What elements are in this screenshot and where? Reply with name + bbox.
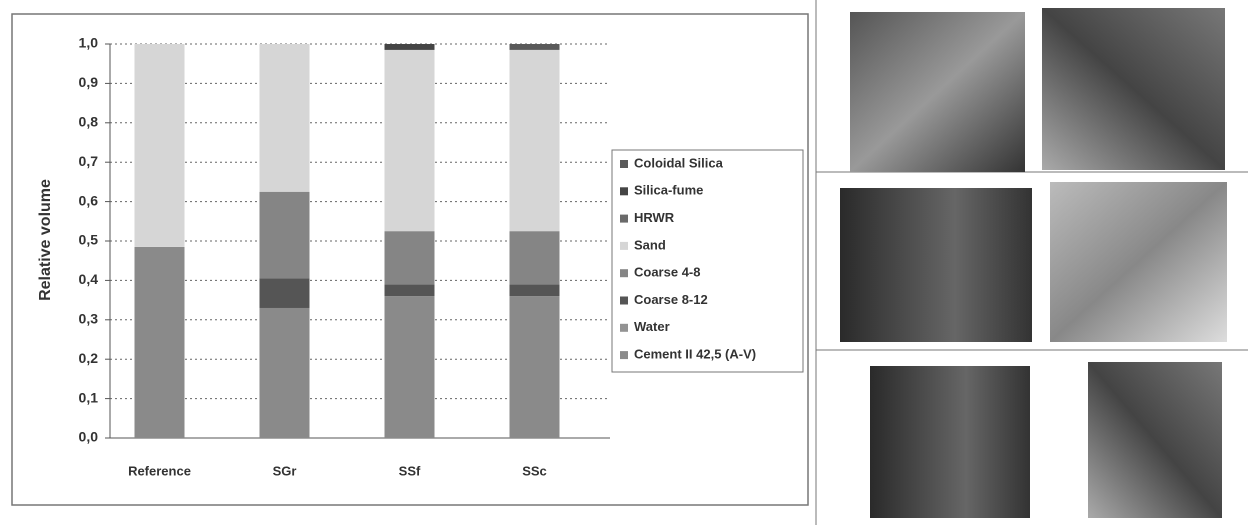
legend-label: Coloidal Silica [634, 155, 724, 170]
photo [1042, 8, 1225, 170]
x-tick-label: SGr [273, 463, 297, 478]
bar-segment [510, 231, 560, 284]
photo [840, 188, 1032, 342]
bar-segment [385, 44, 435, 50]
bar-segment [510, 44, 560, 50]
bar-segment [510, 296, 560, 438]
legend-label: Coarse 4-8 [634, 265, 700, 280]
bar-segment [135, 44, 185, 247]
y-axis-label: Relative volume [37, 179, 54, 301]
bar-segment [385, 231, 435, 284]
legend-swatch [620, 297, 628, 305]
photo [1050, 182, 1227, 342]
legend-swatch [620, 242, 628, 250]
y-tick-label: 0,3 [79, 311, 99, 327]
bar-segment [510, 284, 560, 296]
bar-segment [510, 50, 560, 231]
legend-swatch [620, 324, 628, 332]
bar-segment [385, 50, 435, 231]
y-tick-label: 0,8 [79, 114, 99, 130]
bar-segment [135, 247, 185, 438]
legend-label: Silica-fume [634, 183, 703, 198]
bar-segment [385, 296, 435, 438]
legend-label: HRWR [634, 210, 675, 225]
x-tick-label: SSc [522, 463, 547, 478]
y-tick-label: 0,7 [79, 153, 99, 169]
y-tick-label: 0,0 [79, 429, 99, 445]
x-tick-label: Reference [128, 463, 191, 478]
legend-swatch [620, 215, 628, 223]
legend-swatch [620, 269, 628, 277]
y-tick-label: 0,4 [79, 271, 99, 287]
bar-segment [260, 192, 310, 279]
legend-swatch [620, 187, 628, 195]
photo [1088, 362, 1222, 518]
legend-swatch [620, 351, 628, 359]
y-tick-label: 0,2 [79, 350, 99, 366]
legend-label: Cement II 42,5 (A-V) [634, 347, 756, 362]
y-tick-label: 0,5 [79, 232, 99, 248]
y-tick-label: 0,6 [79, 192, 99, 208]
photo [850, 12, 1025, 172]
legend-swatch [620, 160, 628, 168]
photo [870, 366, 1030, 518]
legend-label: Sand [634, 237, 666, 252]
bar-segment [260, 44, 310, 192]
y-tick-label: 0,1 [79, 389, 99, 405]
bar-segment [260, 308, 310, 438]
legend-label: Water [634, 319, 670, 334]
y-tick-label: 1,0 [79, 35, 99, 51]
figure: Relative volume 0,0 0,1 0,2 0,3 0,4 0,5 0,6 0,7… [0, 0, 1248, 525]
legend-label: Coarse 8-12 [634, 292, 708, 307]
bar-segment [385, 284, 435, 296]
y-tick-label: 0,9 [79, 74, 99, 90]
bar-segment [260, 278, 310, 308]
x-tick-label: SSf [399, 463, 421, 478]
